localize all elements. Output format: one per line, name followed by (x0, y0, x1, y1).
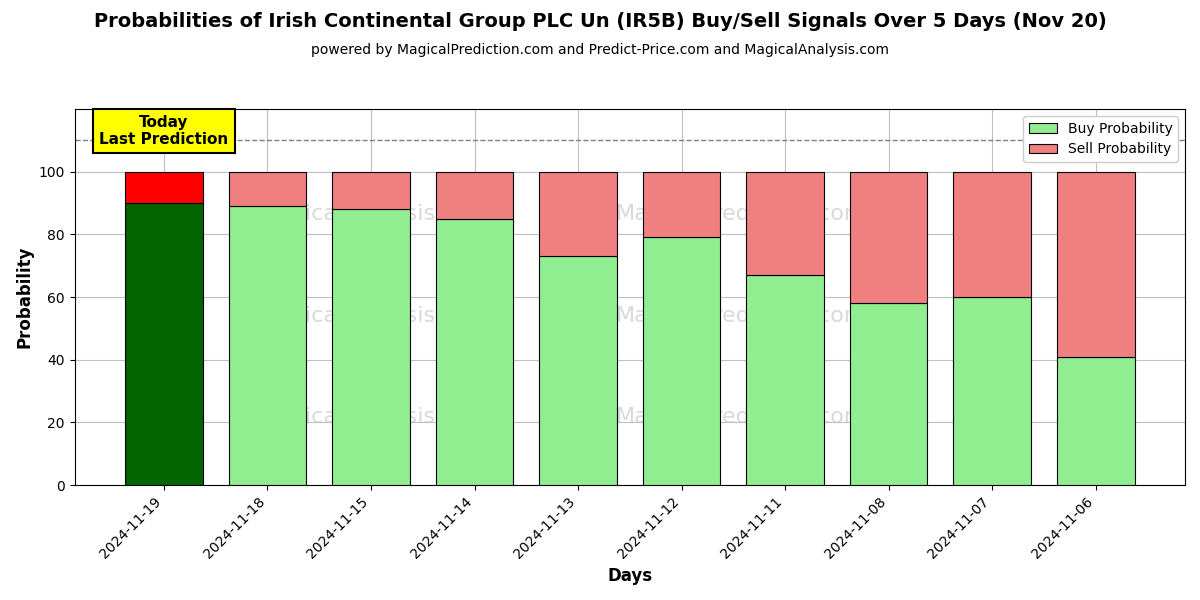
Bar (643, 238, 720, 485)
Text: MagicalAnalysis.com: MagicalAnalysis.com (259, 205, 491, 224)
Bar (1057, 356, 1134, 485)
Bar (850, 172, 928, 304)
Bar (643, 172, 720, 238)
X-axis label: Days: Days (607, 567, 653, 585)
Bar (125, 172, 203, 203)
Bar (539, 256, 617, 485)
Bar (746, 172, 824, 275)
Bar (436, 172, 514, 218)
Text: MagicalPrediction.com: MagicalPrediction.com (616, 306, 866, 326)
Bar (229, 172, 306, 206)
Text: MagicalPrediction.com: MagicalPrediction.com (616, 407, 866, 427)
Bar (332, 209, 410, 485)
Bar (539, 172, 617, 256)
Y-axis label: Probability: Probability (16, 246, 34, 348)
Bar (953, 172, 1031, 297)
Bar (953, 297, 1031, 485)
Text: Probabilities of Irish Continental Group PLC Un (IR5B) Buy/Sell Signals Over 5 D: Probabilities of Irish Continental Group… (94, 12, 1106, 31)
Bar (1057, 172, 1134, 356)
Text: MagicalAnalysis.com: MagicalAnalysis.com (259, 407, 491, 427)
Bar (229, 206, 306, 485)
Bar (332, 172, 410, 209)
Legend: Buy Probability, Sell Probability: Buy Probability, Sell Probability (1024, 116, 1178, 162)
Text: Today
Last Prediction: Today Last Prediction (100, 115, 228, 147)
Text: powered by MagicalPrediction.com and Predict-Price.com and MagicalAnalysis.com: powered by MagicalPrediction.com and Pre… (311, 43, 889, 57)
Bar (436, 218, 514, 485)
Bar (850, 304, 928, 485)
Text: MagicalPrediction.com: MagicalPrediction.com (616, 205, 866, 224)
Bar (125, 203, 203, 485)
Text: MagicalAnalysis.com: MagicalAnalysis.com (259, 306, 491, 326)
Bar (746, 275, 824, 485)
